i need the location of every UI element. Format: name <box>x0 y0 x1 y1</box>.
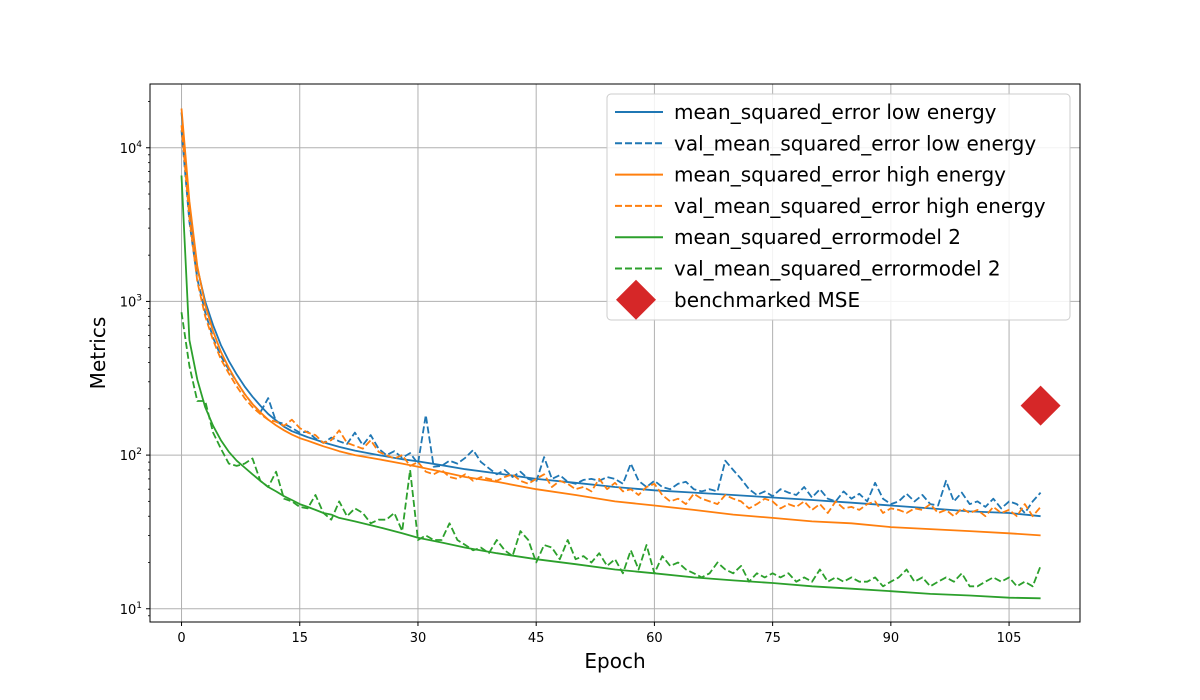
series-line-4 <box>180 125 1042 518</box>
series-line-5 <box>180 175 1041 600</box>
legend-label: val_mean_squared_errormodel 2 <box>674 257 1001 281</box>
x-tick-label: 75 <box>764 631 781 646</box>
x-tick-label: 105 <box>997 631 1022 646</box>
legend-label: benchmarked MSE <box>674 288 860 312</box>
y-tick-label: 102 <box>120 447 142 464</box>
series-line-3 <box>180 108 1041 537</box>
plot-frame <box>149 83 1081 623</box>
x-axis: 0 15 30 45 60 75 90 105 <box>177 622 1021 646</box>
x-axis-title: Epoch <box>584 649 645 673</box>
series-line-1 <box>180 112 1041 518</box>
marker-layer <box>1020 385 1061 426</box>
x-tick-label: 15 <box>291 631 308 646</box>
x-tick-label: 90 <box>883 631 900 646</box>
y-tick-label: 104 <box>120 140 143 157</box>
x-tick-label: 45 <box>528 631 545 646</box>
legend-box <box>606 93 1071 321</box>
legend-label: mean_squared_errormodel 2 <box>674 225 961 249</box>
y-axis: 101 102 103 104 <box>120 101 150 618</box>
y-tick-label: 103 <box>120 293 142 310</box>
legend-label: mean_squared_error low energy <box>674 100 997 124</box>
y-axis-title: Metrics <box>86 317 110 390</box>
legend-label: val_mean_squared_error high energy <box>674 194 1046 218</box>
x-tick-label: 60 <box>646 631 663 646</box>
legend: mean_squared_error low energy val_mean_sq… <box>606 93 1071 321</box>
series-line-6 <box>180 312 1042 588</box>
y-tick-label: 101 <box>120 601 142 618</box>
x-tick-label: 0 <box>177 631 185 646</box>
legend-label: mean_squared_error high energy <box>674 163 1006 187</box>
series-layer <box>180 108 1042 600</box>
legend-label: val_mean_squared_error low energy <box>674 131 1036 155</box>
legend-swatch-marker <box>616 279 656 320</box>
benchmark-marker <box>1020 385 1061 426</box>
x-tick-label: 30 <box>410 631 427 646</box>
